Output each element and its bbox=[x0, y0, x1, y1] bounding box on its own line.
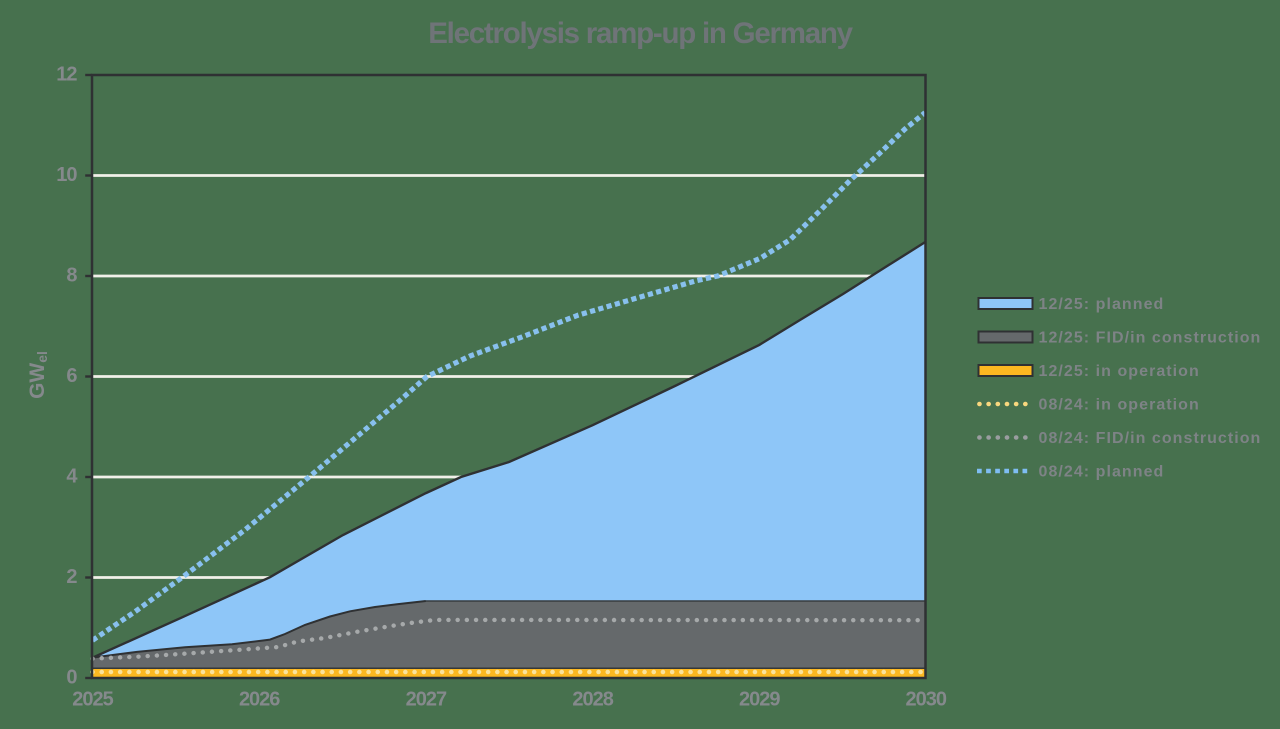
svg-text:GWel: GWel bbox=[26, 351, 50, 399]
svg-text:Electrolysis ramp-up in German: Electrolysis ramp-up in Germany bbox=[428, 17, 853, 50]
svg-text:0: 0 bbox=[66, 667, 77, 689]
svg-text:08/24: planned: 08/24: planned bbox=[1039, 464, 1165, 481]
svg-text:08/24: in operation: 08/24: in operation bbox=[1039, 397, 1200, 414]
svg-text:2026: 2026 bbox=[239, 689, 280, 711]
svg-text:12/25: FID/in construction: 12/25: FID/in construction bbox=[1039, 330, 1262, 347]
svg-text:2029: 2029 bbox=[739, 689, 780, 711]
svg-text:8: 8 bbox=[66, 265, 77, 287]
svg-text:2030: 2030 bbox=[906, 689, 947, 711]
svg-text:12: 12 bbox=[56, 64, 77, 86]
svg-text:10: 10 bbox=[56, 164, 77, 186]
svg-text:4: 4 bbox=[66, 466, 78, 488]
svg-text:2028: 2028 bbox=[572, 689, 613, 711]
svg-text:12/25: planned: 12/25: planned bbox=[1039, 296, 1165, 313]
svg-text:12/25: in operation: 12/25: in operation bbox=[1039, 363, 1200, 380]
svg-text:6: 6 bbox=[66, 365, 77, 387]
svg-text:08/24: FID/in construction: 08/24: FID/in construction bbox=[1039, 430, 1262, 447]
svg-text:2025: 2025 bbox=[72, 689, 113, 711]
svg-text:2027: 2027 bbox=[406, 689, 447, 711]
svg-text:2: 2 bbox=[66, 566, 77, 588]
